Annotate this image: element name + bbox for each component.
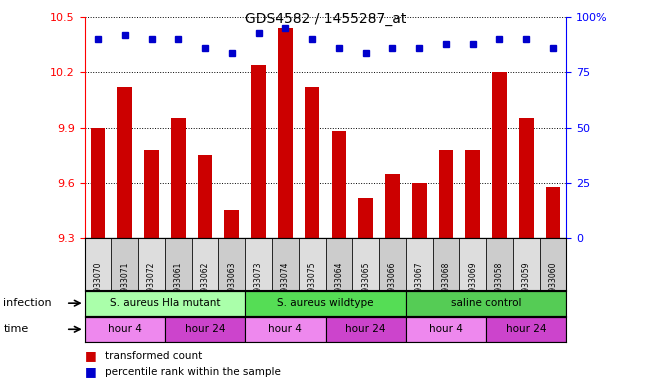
Text: time: time — [3, 324, 29, 334]
Bar — [513, 238, 540, 290]
Text: GDS4582 / 1455287_at: GDS4582 / 1455287_at — [245, 12, 406, 25]
Text: GSM933068: GSM933068 — [441, 262, 450, 308]
Bar — [412, 183, 426, 238]
Text: ■: ■ — [85, 365, 96, 378]
Text: saline control: saline control — [451, 298, 521, 308]
Bar — [171, 119, 186, 238]
Bar — [219, 238, 245, 290]
Bar — [406, 238, 432, 290]
Text: GSM933072: GSM933072 — [147, 262, 156, 308]
Bar — [486, 238, 513, 290]
Text: GSM933066: GSM933066 — [388, 262, 397, 308]
Bar — [191, 238, 219, 290]
Bar — [144, 150, 159, 238]
Bar — [439, 150, 453, 238]
Bar — [460, 238, 486, 290]
Bar — [331, 131, 346, 238]
Bar — [305, 87, 320, 238]
Text: GSM933063: GSM933063 — [227, 262, 236, 308]
Bar — [492, 73, 507, 238]
Bar — [519, 119, 534, 238]
Text: hour 24: hour 24 — [346, 324, 386, 334]
Text: hour 4: hour 4 — [429, 324, 463, 334]
Text: hour 4: hour 4 — [108, 324, 142, 334]
Text: GSM933060: GSM933060 — [549, 262, 557, 308]
Text: S. aureus Hla mutant: S. aureus Hla mutant — [109, 298, 220, 308]
Text: S. aureus wildtype: S. aureus wildtype — [277, 298, 374, 308]
Text: GSM933059: GSM933059 — [521, 262, 531, 308]
Bar — [540, 238, 566, 290]
Bar — [385, 174, 400, 238]
Bar — [358, 198, 373, 238]
Bar — [111, 238, 138, 290]
Text: GSM933062: GSM933062 — [201, 262, 210, 308]
Bar — [251, 65, 266, 238]
Bar — [165, 238, 191, 290]
Text: GSM933071: GSM933071 — [120, 262, 130, 308]
Text: ■: ■ — [85, 349, 96, 362]
Text: GSM933065: GSM933065 — [361, 262, 370, 308]
Bar — [225, 210, 239, 238]
Bar — [406, 317, 486, 342]
Text: GSM933067: GSM933067 — [415, 262, 424, 308]
Bar — [117, 87, 132, 238]
Text: GSM933069: GSM933069 — [468, 262, 477, 308]
Bar — [85, 238, 111, 290]
Bar — [85, 317, 165, 342]
Bar — [245, 317, 326, 342]
Bar — [352, 238, 379, 290]
Text: hour 24: hour 24 — [506, 324, 546, 334]
Bar — [379, 238, 406, 290]
Bar — [465, 150, 480, 238]
Text: transformed count: transformed count — [105, 351, 202, 361]
Bar — [245, 238, 272, 290]
Bar — [299, 238, 326, 290]
Text: GSM933075: GSM933075 — [308, 262, 316, 308]
Bar — [138, 238, 165, 290]
Bar — [85, 291, 245, 316]
Bar — [198, 155, 212, 238]
Text: GSM933074: GSM933074 — [281, 262, 290, 308]
Bar — [165, 317, 245, 342]
Bar — [406, 291, 566, 316]
Text: GSM933070: GSM933070 — [94, 262, 102, 308]
Text: GSM933073: GSM933073 — [254, 262, 263, 308]
Bar — [272, 238, 299, 290]
Text: hour 24: hour 24 — [185, 324, 225, 334]
Text: GSM933061: GSM933061 — [174, 262, 183, 308]
Text: hour 4: hour 4 — [268, 324, 302, 334]
Bar — [278, 28, 293, 238]
Bar — [432, 238, 460, 290]
Bar — [245, 291, 406, 316]
Bar — [326, 317, 406, 342]
Text: percentile rank within the sample: percentile rank within the sample — [105, 366, 281, 377]
Text: GSM933064: GSM933064 — [335, 262, 343, 308]
Bar — [326, 238, 352, 290]
Text: infection: infection — [3, 298, 52, 308]
Bar — [90, 127, 105, 238]
Text: GSM933058: GSM933058 — [495, 262, 504, 308]
Bar — [546, 187, 561, 238]
Bar — [486, 317, 566, 342]
